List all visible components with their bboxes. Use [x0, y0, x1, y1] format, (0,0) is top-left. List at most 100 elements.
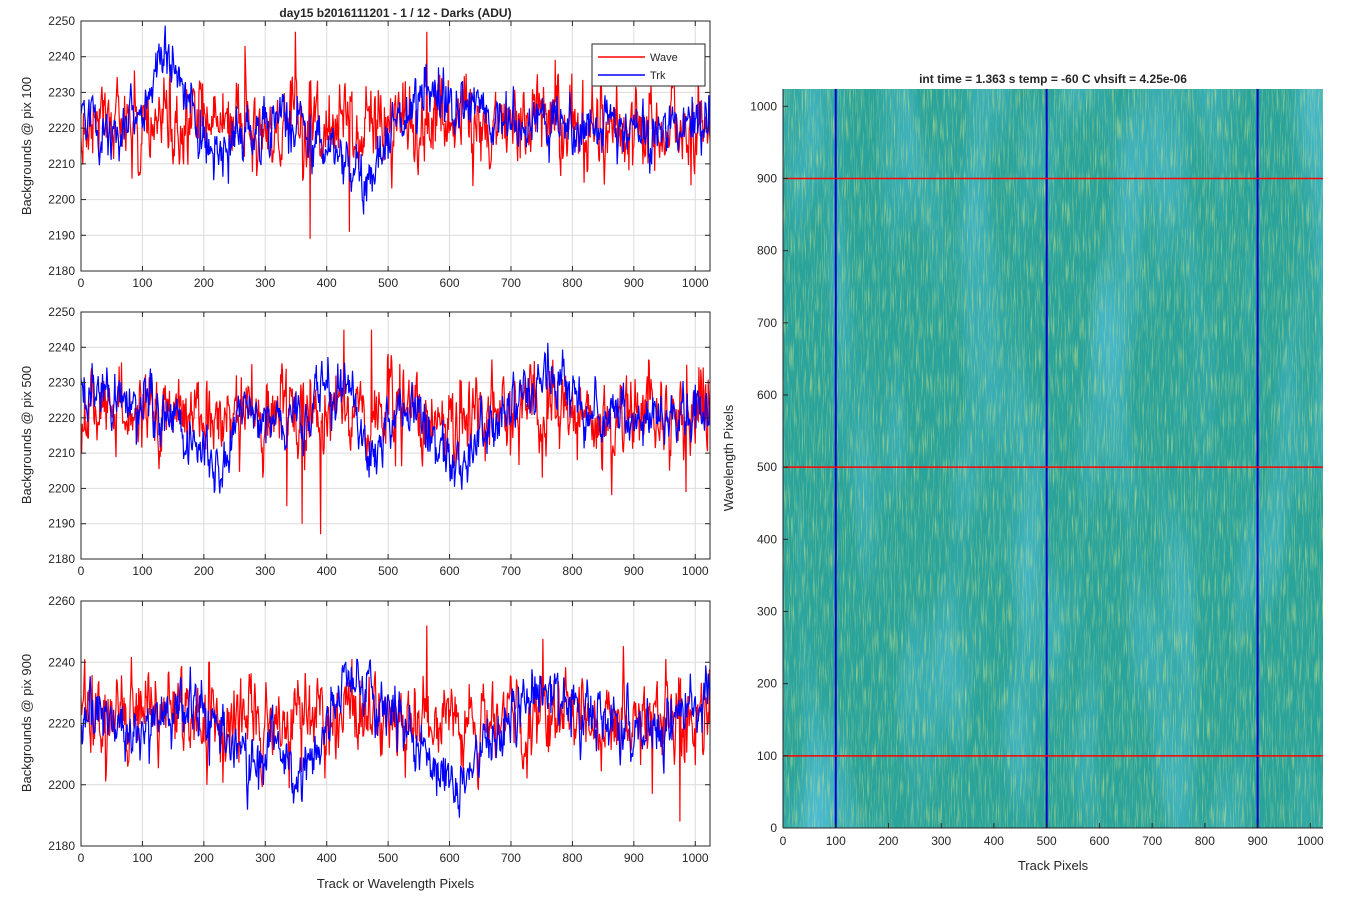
y-tick-label: 2200: [48, 481, 75, 495]
plot-title-1: day15 b2016111201 - 1 / 12 - Darks (ADU): [279, 6, 511, 20]
x-tick-label: 100: [132, 564, 152, 578]
y-tick-label: 2260: [48, 594, 75, 608]
y-tick-label: 700: [757, 316, 777, 330]
y-tick-label: 2200: [48, 193, 75, 207]
x-tick-label: 400: [984, 834, 1004, 848]
plot-frame: [80, 20, 711, 272]
legend: Wave Trk: [591, 43, 706, 87]
y-tick-label: 800: [757, 244, 777, 258]
y-tick-label: 500: [757, 460, 777, 474]
x-tick-label: 0: [78, 851, 85, 865]
y-tick-label: 200: [757, 677, 777, 691]
legend-label-trk: Trk: [650, 70, 666, 82]
heatmap-vertical-lines: [834, 89, 1259, 828]
x-tick-label: 300: [255, 276, 275, 290]
x-tick-label: 600: [440, 851, 460, 865]
y-tick-label: 2250: [48, 14, 75, 28]
x-tick-label: 0: [78, 276, 85, 290]
heatmap-horizontal-lines: [783, 177, 1323, 757]
heatmap-title: int time = 1.363 s temp = -60 C vhsift =…: [919, 72, 1187, 86]
x-tick-label: 0: [78, 564, 85, 578]
line-plot-pix-900: 0 100 200 300 400 500 600 700 800 900 1000 2180 2200…: [19, 594, 711, 891]
y-tick-label: 2240: [48, 340, 75, 354]
y-tick-label: 2200: [48, 778, 75, 792]
y-tick-label: 2210: [48, 157, 75, 171]
y-axis-label: Backgrounds @ pix 100: [19, 77, 34, 215]
x-tick-label: 200: [194, 564, 214, 578]
x-tick-label: 100: [132, 851, 152, 865]
y-tick-label: 0: [770, 821, 777, 835]
x-tick-label: 500: [1037, 834, 1057, 848]
y-tick-label: 2230: [48, 376, 75, 390]
x-tick-label: 1000: [682, 276, 709, 290]
y-tick-label: 2180: [48, 552, 75, 566]
series-line-trk: [81, 25, 710, 215]
y-axis-label: Backgrounds @ pix 500: [19, 366, 34, 504]
x-tick-label: 700: [501, 564, 521, 578]
x-tick-label: 300: [255, 851, 275, 865]
y-axis-label: Wavelength Pixels: [721, 404, 736, 511]
series-line-trk: [81, 658, 710, 818]
x-tick-label: 900: [624, 851, 644, 865]
x-tick-label: 700: [501, 851, 521, 865]
legend-label-wave: Wave: [650, 52, 678, 64]
y-tick-label: 2190: [48, 228, 75, 242]
y-axis-label: Backgrounds @ pix 900: [19, 654, 34, 792]
y-tick-label: 2240: [48, 50, 75, 64]
y-tick-label: 2250: [48, 305, 75, 319]
y-tick-label: 400: [757, 532, 777, 546]
x-tick-label: 400: [317, 564, 337, 578]
x-tick-label: 800: [562, 851, 582, 865]
series-line-wave: [81, 329, 710, 535]
series-line-trk: [81, 342, 710, 494]
x-tick-label: 800: [562, 564, 582, 578]
legend-box: [591, 43, 706, 87]
x-tick-label: 400: [317, 851, 337, 865]
x-axis-label: Track Pixels: [1018, 858, 1089, 873]
heatmap-high-texture: [783, 89, 1323, 828]
x-tick-label: 1000: [1297, 834, 1324, 848]
y-tick-label: 2180: [48, 839, 75, 853]
x-tick-label: 900: [624, 276, 644, 290]
x-tick-label: 100: [826, 834, 846, 848]
x-tick-label: 100: [132, 276, 152, 290]
x-tick-label: 600: [1089, 834, 1109, 848]
x-tick-label: 500: [378, 564, 398, 578]
x-tick-label: 600: [440, 276, 460, 290]
x-tick-label: 900: [624, 564, 644, 578]
axis-ticks: 0 100 200 300 400 500 600 700 800 900 1000 2180 2200…: [48, 594, 710, 865]
x-tick-label: 500: [378, 851, 398, 865]
y-tick-label: 100: [757, 749, 777, 763]
x-tick-label: 800: [562, 276, 582, 290]
axis-ticks: 0 100 200 300 400 500 600 700 800 900 1000 0 100 200 3…: [750, 99, 1324, 848]
x-tick-label: 200: [194, 276, 214, 290]
x-tick-label: 600: [440, 564, 460, 578]
line-plot-pix-500: 0 100 200 300 400 500 600 700 800 900 1000 2180 2190…: [19, 305, 711, 578]
x-tick-label: 0: [780, 834, 787, 848]
y-tick-label: 300: [757, 604, 777, 618]
axis-ticks: 0 100 200 300 400 500 600 700 800 900 1000 2180 2190…: [48, 14, 710, 290]
y-tick-label: 2190: [48, 517, 75, 531]
y-tick-label: 2210: [48, 446, 75, 460]
x-tick-label: 400: [317, 276, 337, 290]
series-line-wave: [81, 625, 710, 822]
x-tick-label: 1000: [682, 851, 709, 865]
y-tick-label: 900: [757, 171, 777, 185]
y-tick-label: 2220: [48, 121, 75, 135]
x-tick-label: 700: [1142, 834, 1162, 848]
y-tick-label: 2180: [48, 264, 75, 278]
x-tick-label: 800: [1195, 834, 1215, 848]
y-tick-label: 2220: [48, 411, 75, 425]
x-axis-label: Track or Wavelength Pixels: [317, 876, 475, 891]
y-tick-label: 1000: [750, 99, 777, 113]
x-tick-label: 200: [878, 834, 898, 848]
x-tick-label: 900: [1248, 834, 1268, 848]
y-tick-label: 600: [757, 388, 777, 402]
axis-ticks: 0 100 200 300 400 500 600 700 800 900 1000 2180 2190…: [48, 305, 710, 578]
line-plot-pix-100: 0 100 200 300 400 500 600 700 800 900 1000 2180 2190…: [19, 14, 711, 290]
x-tick-label: 700: [501, 276, 521, 290]
heatmap-image: int time = 1.363 s temp = -60 C vhsift =…: [721, 72, 1324, 873]
y-tick-label: 2230: [48, 85, 75, 99]
x-tick-label: 500: [378, 276, 398, 290]
